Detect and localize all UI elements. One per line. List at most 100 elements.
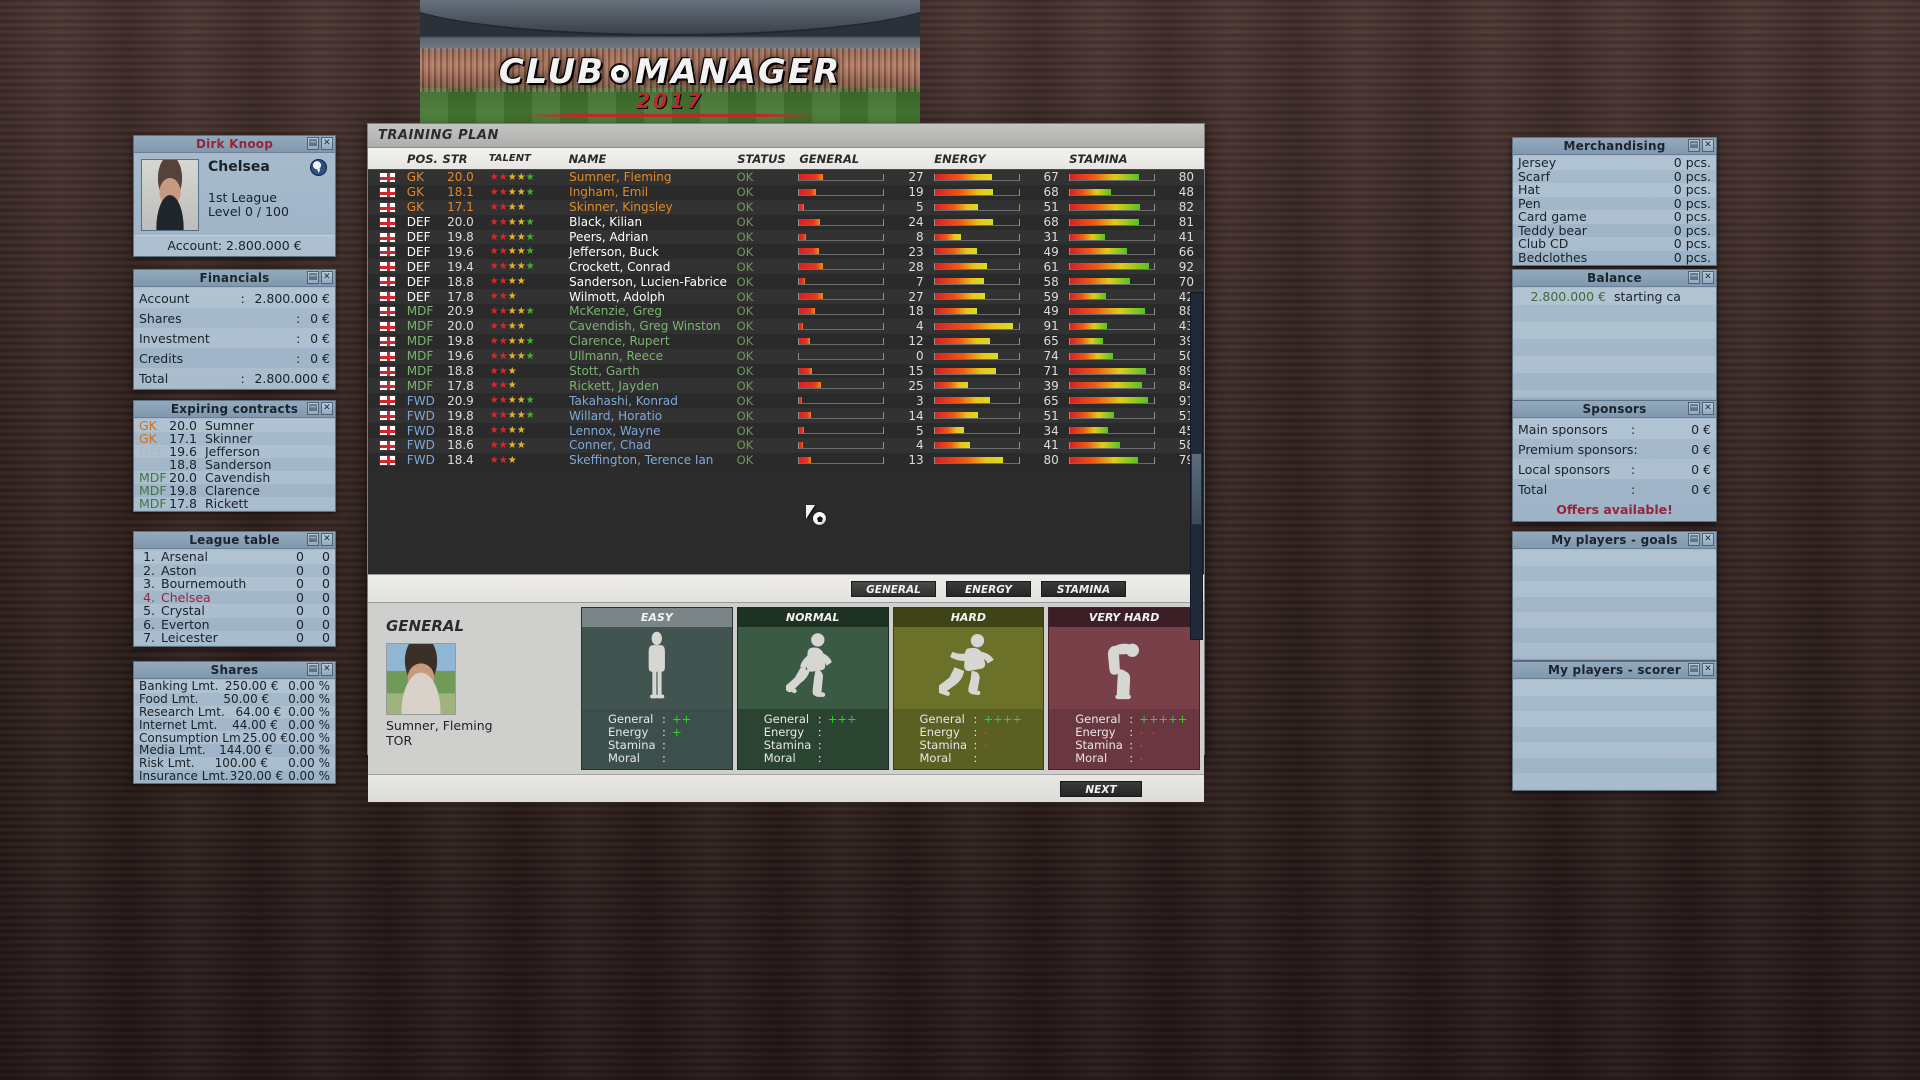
table-row: 2.800.000 € starting ca <box>1513 288 1716 305</box>
minimize-icon[interactable]: ▤ <box>1688 139 1700 152</box>
minimize-icon[interactable]: ▤ <box>307 271 319 284</box>
star-icon: ★ <box>498 410 508 422</box>
player-stamina-value: 41 <box>1178 230 1194 244</box>
table-row[interactable]: DEF 20.0 ★★★★★ Black, Kilian OK 24 68 81 <box>368 214 1204 230</box>
player-position: DEF <box>406 230 431 244</box>
table-row[interactable]: DEF 19.4 ★★★★★ Crockett, Conrad OK 28 61 92 <box>368 259 1204 275</box>
column-status[interactable]: STATUS <box>737 151 786 166</box>
england-flag-icon <box>378 171 396 183</box>
stat-bar-fill <box>799 188 816 195</box>
league-value-1: 0 <box>296 616 304 632</box>
minimize-icon[interactable]: ▤ <box>1688 402 1700 415</box>
table-row[interactable]: MDF 19.8 ★★★★★ Clarence, Rupert OK 12 65 39 <box>368 333 1204 349</box>
player-general-value: 25 <box>908 378 924 393</box>
difficulty-card-hard[interactable]: HARD General: ++++ Energy: - Stamina: - Moral: <box>892 607 1045 770</box>
table-row[interactable]: DEF 19.6 ★★★★★ Jefferson, Buck OK 23 49 66 <box>368 244 1204 260</box>
minimize-icon[interactable]: ▤ <box>307 663 319 676</box>
player-name: Rickett <box>205 496 249 511</box>
difficulty-card-easy[interactable]: EASY General: ++ Energy: + Stamina: Moral: <box>581 607 733 770</box>
close-icon[interactable]: ✕ <box>1702 402 1714 415</box>
tab-energy[interactable]: ENERGY <box>946 580 1031 597</box>
stat-bar-cell <box>933 278 1029 286</box>
star-icon: ★ <box>489 395 499 407</box>
table-row[interactable]: FWD 20.9 ★★★★★ Takahashi, Konrad OK 3 65 91 <box>368 393 1204 409</box>
close-icon[interactable]: ✕ <box>321 402 333 415</box>
player-table-scrollbar[interactable] <box>1190 292 1203 640</box>
table-row: Investment:0 € <box>134 328 335 348</box>
table-row[interactable]: GK 18.1 ★★★★★ Ingham, Emil OK 19 68 48 <box>368 184 1204 200</box>
minimize-icon[interactable]: ▤ <box>1688 663 1700 676</box>
difficulty-card-very-hard[interactable]: VERY HARD General: +++++ Energy: - - Stamina:… <box>1048 607 1200 770</box>
table-row[interactable]: DEF 19.8 ★★★★★ Peers, Adrian OK 8 31 41 <box>368 229 1204 245</box>
close-icon[interactable]: ✕ <box>321 533 333 546</box>
stat-bar-fill <box>934 173 993 180</box>
stat-bar-cell <box>933 233 1029 241</box>
star-icon: ★ <box>489 425 499 437</box>
stat-bar-cell <box>1068 263 1164 271</box>
table-row: 3. Bournemouth 0 0 <box>134 576 335 591</box>
offers-available-label[interactable]: Offers available! <box>1556 502 1673 517</box>
player-name: Skeffington, Terence Ian <box>569 453 714 468</box>
table-row: GK 17.1 Skinner <box>134 431 335 446</box>
stat-key: General <box>763 711 810 726</box>
close-icon[interactable]: ✕ <box>1702 271 1714 284</box>
tab-general[interactable]: GENERAL <box>851 580 936 597</box>
table-row[interactable]: MDF 17.8 ★★★ Rickett, Jayden OK 25 39 84 <box>368 378 1204 394</box>
column-name[interactable]: NAME <box>568 151 607 166</box>
column-pos[interactable]: POS. <box>407 151 438 166</box>
share-change: 0.00 % <box>288 756 330 771</box>
stat-bar-fill <box>1069 367 1147 374</box>
column-talent[interactable]: TALENT <box>488 153 531 164</box>
selected-player-position: TOR <box>386 733 413 749</box>
tab-stamina[interactable]: STAMINA <box>1041 580 1126 597</box>
table-row[interactable]: GK 17.1 ★★★★ Skinner, Kingsley OK 5 51 82 <box>368 199 1204 215</box>
close-icon[interactable]: ✕ <box>321 271 333 284</box>
star-icon: ★ <box>489 335 499 347</box>
table-row[interactable]: GK 20.0 ★★★★★ Sumner, Fleming OK 27 67 80 <box>368 170 1204 185</box>
stat-bar-cell <box>1068 218 1164 226</box>
table-row[interactable]: DEF 17.8 ★★★ Wilmott, Adolph OK 27 59 42 <box>368 289 1204 305</box>
difficulty-figure-jogging-icon <box>737 627 888 710</box>
table-row[interactable]: FWD 18.4 ★★★ Skeffington, Terence Ian OK 13 80… <box>368 452 1204 468</box>
minimize-icon[interactable]: ▤ <box>1688 533 1700 546</box>
stat-bar-fill <box>799 203 804 210</box>
minimize-icon[interactable]: ▤ <box>307 533 319 546</box>
stat-bar-fill <box>799 293 823 300</box>
column-stamina[interactable]: STAMINA <box>1069 151 1128 166</box>
scrollbar-thumb[interactable] <box>1191 453 1202 525</box>
star-icon: ★ <box>498 425 508 437</box>
minimize-icon[interactable]: ▤ <box>307 137 319 150</box>
next-button[interactable]: NEXT <box>1060 780 1142 797</box>
close-icon[interactable]: ✕ <box>1702 533 1714 546</box>
minimize-icon[interactable]: ▤ <box>1688 271 1700 284</box>
table-row[interactable]: FWD 18.8 ★★★★ Lennox, Wayne OK 5 34 45 <box>368 423 1204 439</box>
close-icon[interactable]: ✕ <box>321 663 333 676</box>
player-energy-value: 31 <box>1043 230 1059 244</box>
close-icon[interactable]: ✕ <box>1702 663 1714 676</box>
table-row[interactable]: FWD 18.6 ★★★★ Conner, Chad OK 4 41 58 <box>368 438 1204 453</box>
close-icon[interactable]: ✕ <box>1702 139 1714 152</box>
player-talent: ★★★★ <box>490 321 569 332</box>
league-value-2: 0 <box>322 630 330 646</box>
stat-bar-track <box>1068 382 1155 390</box>
table-row[interactable]: DEF 18.8 ★★★★ Sanderson, Lucien-Fabrice OK 7 5… <box>368 274 1204 290</box>
column-energy[interactable]: ENERGY <box>934 151 986 166</box>
column-general[interactable]: GENERAL <box>799 151 860 166</box>
player-status: OK <box>736 185 754 200</box>
table-row[interactable]: MDF 19.6 ★★★★★ Ullmann, Reece OK 0 74 50 <box>368 348 1204 364</box>
list-item <box>1513 758 1716 774</box>
close-icon[interactable]: ✕ <box>321 137 333 150</box>
star-icon: ★ <box>525 246 535 258</box>
player-energy-value: 59 <box>1043 289 1059 304</box>
sponsor-value: 0 € <box>1691 481 1711 497</box>
player-status: OK <box>736 170 754 185</box>
column-str[interactable]: STR <box>442 151 468 166</box>
table-row[interactable]: FWD 19.8 ★★★★★ Willard, Horatio OK 14 51 51 <box>368 408 1204 424</box>
table-row[interactable]: MDF 18.8 ★★★ Stott, Garth OK 15 71 89 <box>368 363 1204 379</box>
table-row[interactable]: MDF 20.9 ★★★★★ McKenzie, Greg OK 18 49 88 <box>368 304 1204 319</box>
share-name: Media Lmt. <box>139 743 206 758</box>
table-row[interactable]: MDF 20.0 ★★★★ Cavendish, Greg Winston OK 4 91 4… <box>368 318 1204 334</box>
stat-bar-fill <box>1069 188 1112 195</box>
minimize-icon[interactable]: ▤ <box>307 402 319 415</box>
difficulty-card-normal[interactable]: NORMAL General: +++ Energy: Stamina: Moral: <box>736 607 889 770</box>
